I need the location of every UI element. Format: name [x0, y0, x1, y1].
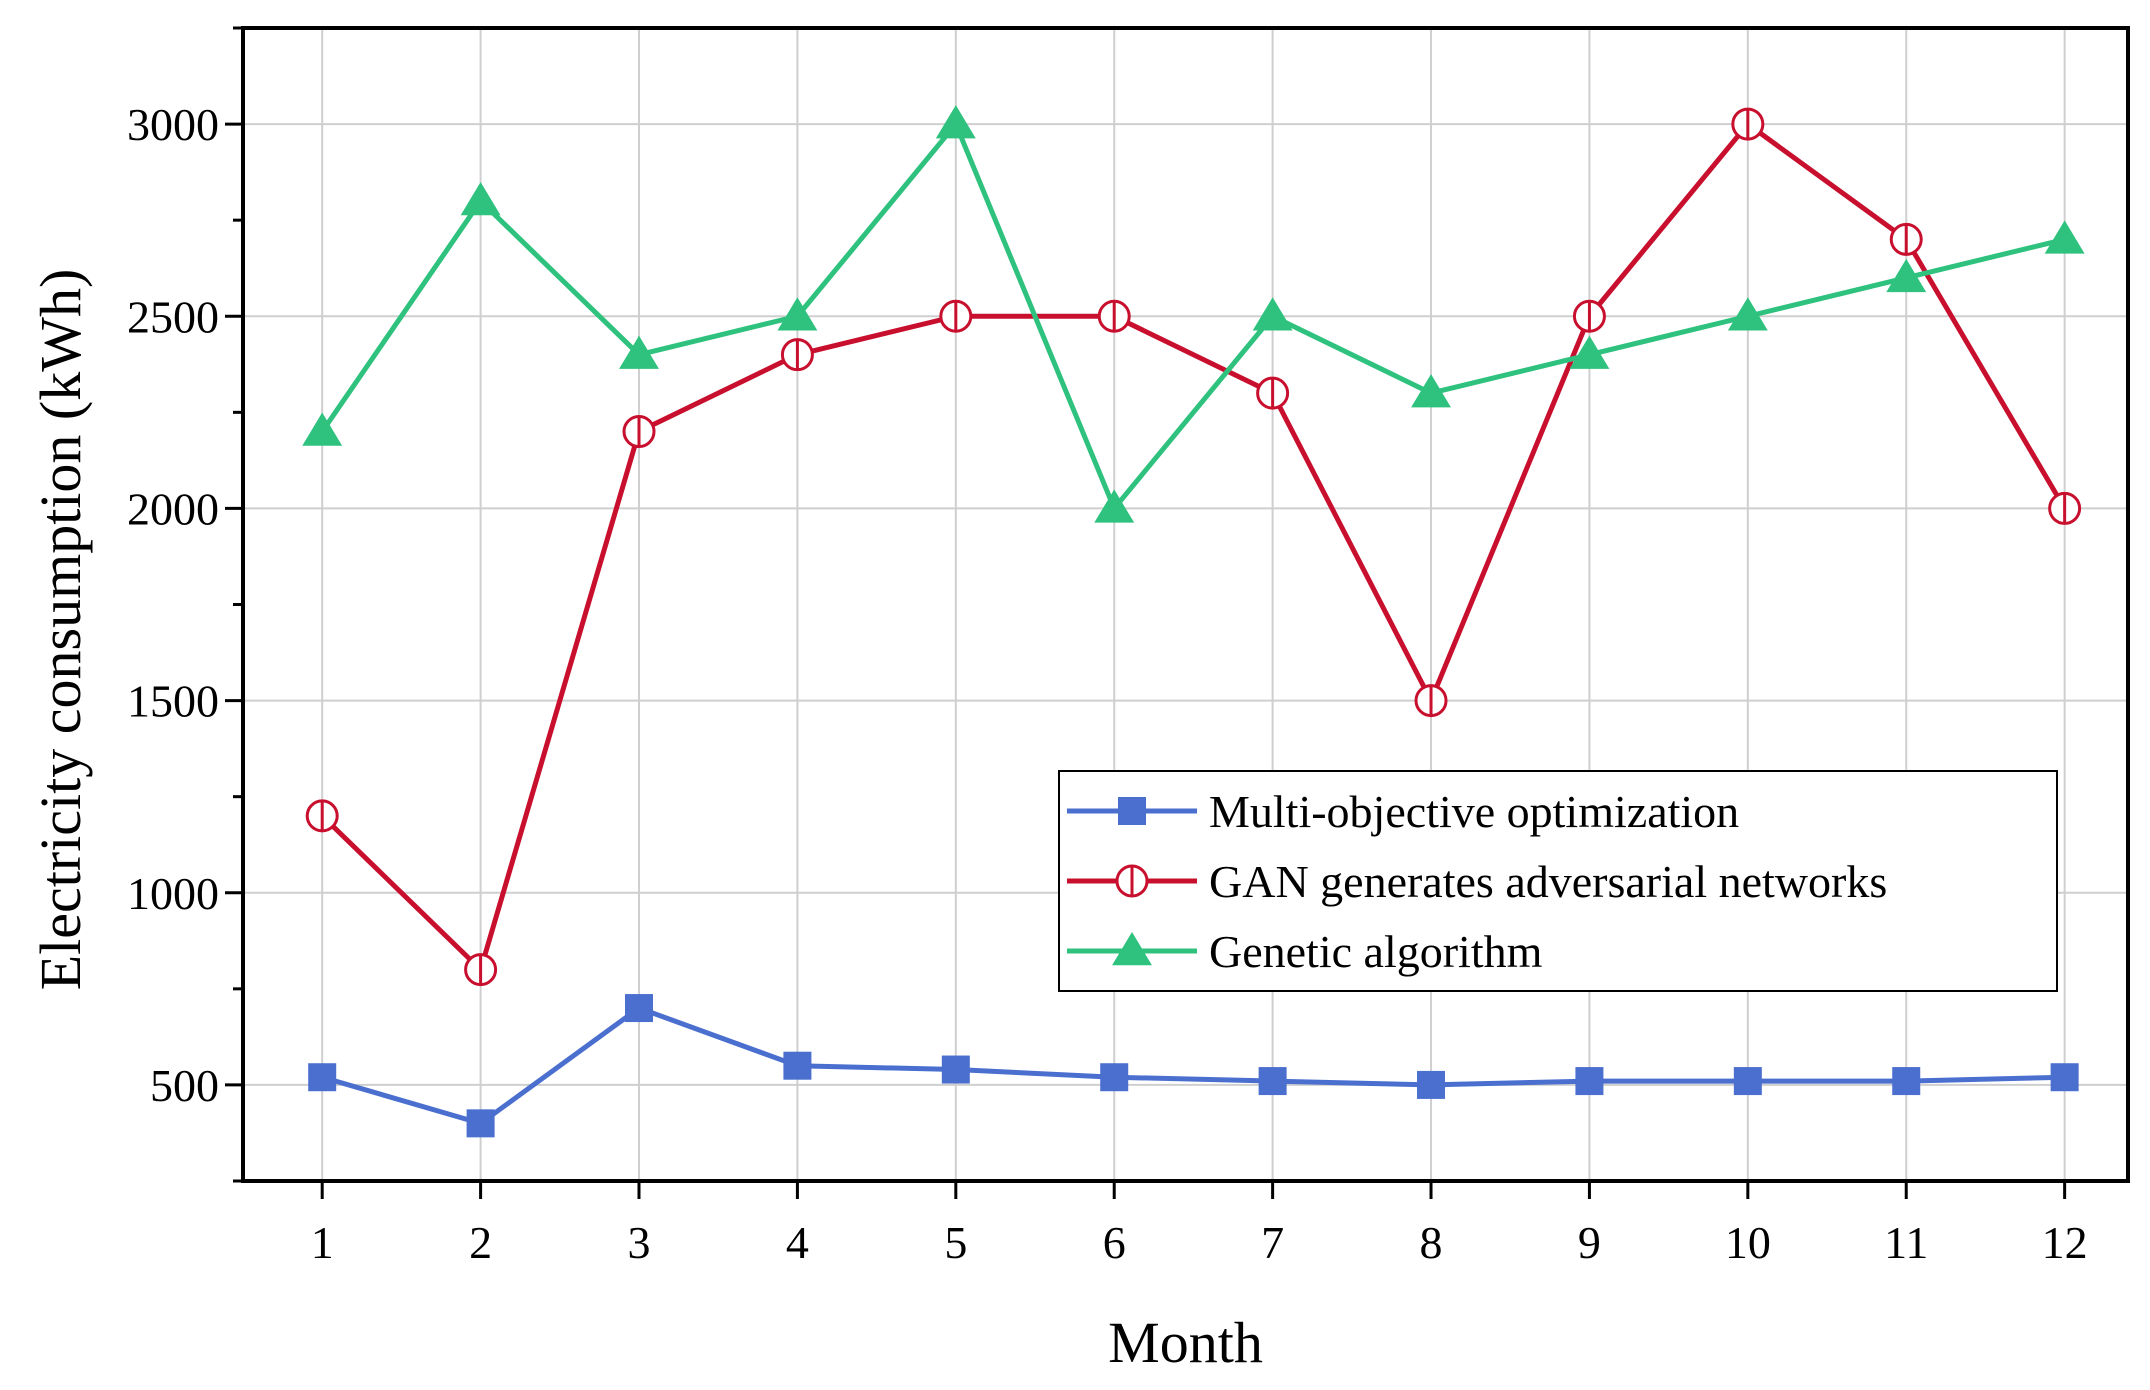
- data-point: [939, 299, 973, 333]
- data-point: [1892, 1067, 1921, 1096]
- data-point: [783, 1051, 812, 1080]
- data-point: [1733, 1067, 1762, 1096]
- x-tick-label: 3: [628, 1217, 651, 1268]
- data-point: [1252, 297, 1293, 331]
- data-point: [1727, 297, 1768, 331]
- series-3: [302, 105, 2085, 523]
- data-point: [1731, 107, 1765, 141]
- data-point: [1886, 258, 1927, 293]
- series-layer: [302, 105, 2085, 1138]
- x-tick-label: 5: [944, 1217, 967, 1268]
- x-tick-label: 7: [1261, 1217, 1284, 1268]
- x-tick-label: 2: [469, 1217, 492, 1268]
- x-axis-title: Month: [1108, 1310, 1263, 1375]
- x-tick-label: 1: [311, 1217, 334, 1268]
- data-point: [1572, 299, 1606, 333]
- data-point: [1414, 684, 1448, 718]
- x-axis-ticks: 1 2 3 4 5 6 7 8 9 10 11 12: [311, 1181, 2088, 1268]
- legend-label: Genetic algorithm: [1209, 926, 1543, 977]
- data-point: [308, 1063, 337, 1092]
- legend-marker: [1118, 797, 1146, 825]
- data-point: [1411, 374, 1451, 408]
- series-line: [320, 121, 2066, 511]
- data-point: [941, 1055, 970, 1084]
- data-point: [1097, 299, 1131, 333]
- x-tick-label: 11: [1884, 1217, 1928, 1268]
- data-point: [1575, 1067, 1604, 1096]
- data-point: [1256, 376, 1290, 410]
- data-point: [1417, 1070, 1446, 1099]
- legend-marker: [1115, 864, 1149, 898]
- data-point: [935, 105, 976, 139]
- legend-box: [1058, 770, 2058, 992]
- data-point: [1100, 1063, 1129, 1092]
- x-tick-label: 8: [1420, 1217, 1443, 1268]
- data-point: [622, 415, 656, 449]
- data-point: [777, 297, 818, 331]
- legend-item-2: GAN generates adversarial networks: [1067, 856, 1887, 907]
- series-2: [305, 107, 2082, 987]
- data-point: [460, 181, 501, 216]
- legend-item-1: Multi-objective optimization: [1067, 786, 1739, 837]
- data-point: [2048, 491, 2082, 525]
- legend-marker: [1112, 932, 1152, 966]
- series-line: [321, 1005, 2065, 1126]
- y-tick-label: 2500: [127, 291, 219, 342]
- y-tick-label: 3000: [127, 99, 219, 150]
- data-point: [2044, 220, 2085, 254]
- legend: Multi-objective optimization GAN generate…: [1058, 770, 2058, 992]
- x-tick-label: 12: [2042, 1217, 2088, 1268]
- legend-item-3: Genetic algorithm: [1067, 926, 1543, 977]
- data-point: [302, 412, 343, 446]
- x-tick-label: 4: [786, 1217, 809, 1268]
- data-point: [466, 1109, 495, 1138]
- data-point: [1889, 222, 1923, 256]
- y-axis-ticks: 500 1000 1500 2000 2500 3000: [127, 26, 243, 1183]
- legend-label: GAN generates adversarial networks: [1209, 856, 1887, 907]
- x-tick-label: 6: [1103, 1217, 1126, 1268]
- y-tick-label: 500: [150, 1060, 219, 1111]
- data-point: [780, 338, 814, 372]
- y-tick-label: 1500: [127, 676, 219, 727]
- x-tick-label: 9: [1578, 1217, 1601, 1268]
- y-tick-label: 1000: [127, 868, 219, 919]
- data-point: [1094, 489, 1135, 523]
- y-axis-title: Electricity consumption (kWh): [28, 269, 93, 991]
- data-point: [619, 335, 659, 369]
- data-point: [625, 994, 654, 1023]
- data-point: [1569, 335, 1610, 369]
- legend-label: Multi-objective optimization: [1209, 786, 1739, 837]
- series-line: [320, 121, 2067, 973]
- plot-frame: [241, 26, 2130, 1183]
- data-point: [2050, 1063, 2079, 1092]
- series-1: [308, 994, 2079, 1138]
- data-point: [1258, 1067, 1287, 1096]
- data-point: [305, 799, 339, 833]
- data-point: [464, 953, 498, 987]
- x-tick-label: 10: [1725, 1217, 1771, 1268]
- y-tick-label: 2000: [127, 483, 219, 534]
